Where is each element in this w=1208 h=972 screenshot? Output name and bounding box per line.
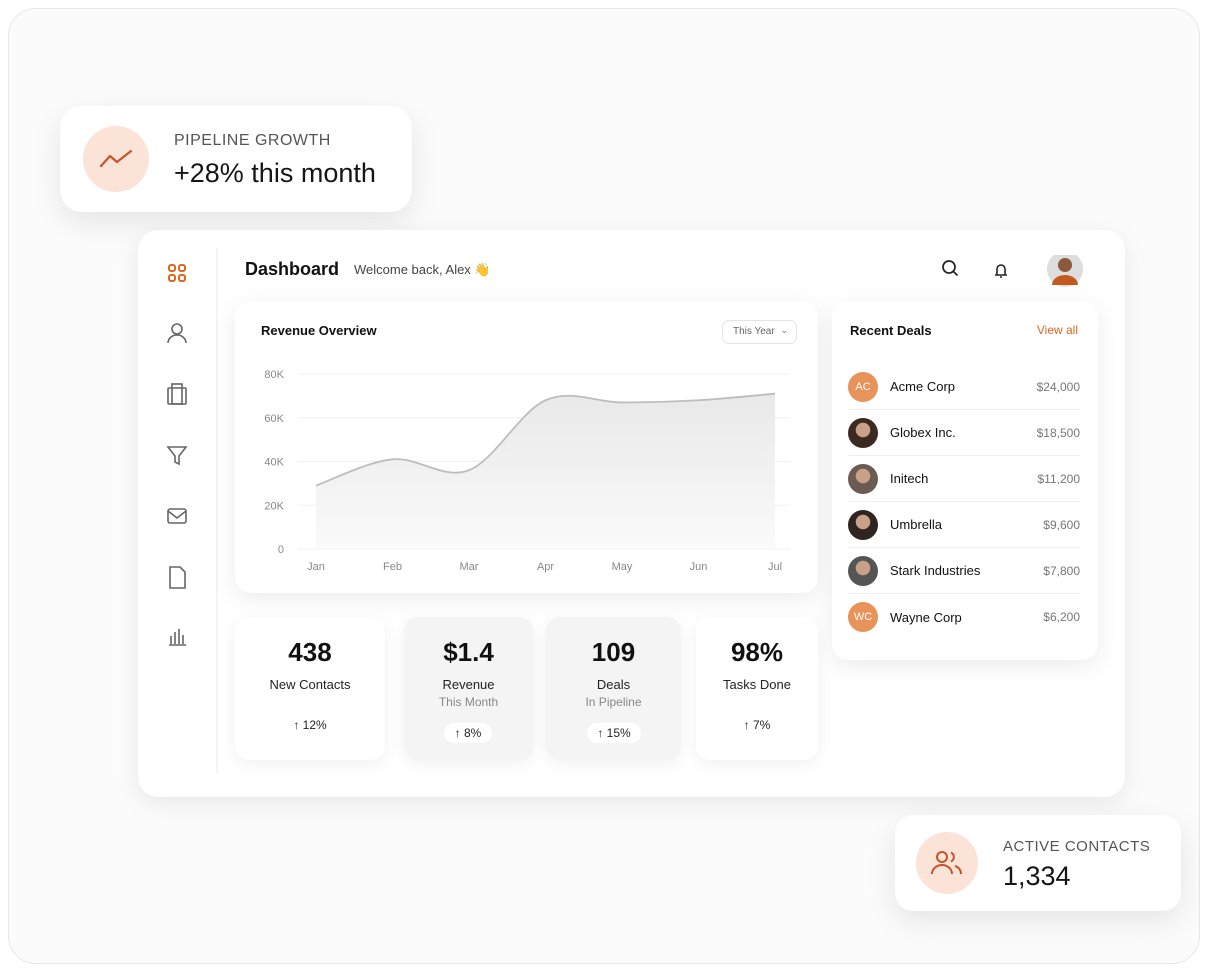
- deal-photo: [848, 463, 878, 494]
- stat-card: $1.4 Revenue This Month ↑ 8%: [404, 617, 533, 760]
- change-text: 15%: [606, 726, 631, 740]
- deal-photo: [848, 509, 878, 540]
- chart-title: Revenue Overview: [261, 323, 377, 338]
- deal-photo: [848, 555, 878, 586]
- deal-amount: $6,200: [1043, 610, 1080, 624]
- deal-photo: [848, 417, 878, 448]
- stat-change: ↑ 7%: [743, 718, 771, 732]
- nav-pipeline[interactable]: [166, 446, 188, 466]
- nav-reports[interactable]: [169, 629, 186, 646]
- y-tick-label: 60K: [264, 413, 284, 425]
- deal-amount: $7,800: [1043, 563, 1080, 578]
- change-text: 8%: [464, 726, 482, 740]
- nav-dashboard[interactable]: [168, 264, 186, 282]
- recent-deals: Recent Deals View all AC Acme Corp $24,000…: [832, 301, 1098, 660]
- deal-amount: $18,500: [1036, 425, 1080, 440]
- stat-card: 109 Deals In Pipeline ↑ 15%: [546, 617, 681, 760]
- x-tick-label: Jan: [307, 561, 325, 573]
- stat-value: 98%: [730, 637, 784, 667]
- bell-icon[interactable]: [995, 264, 1007, 278]
- deal-row[interactable]: Umbrella $9,600: [848, 502, 1080, 548]
- deal-name: Wayne Corp: [890, 609, 962, 625]
- deal-name: Stark Industries: [890, 563, 981, 578]
- revenue-chart: 0 20K 40K 60K 80K Jan Feb Mar Apr May Jun Jul: [264, 369, 790, 573]
- deal-name: Globex Inc.: [890, 425, 956, 440]
- deal-row[interactable]: Initech $11,200: [848, 456, 1080, 502]
- x-tick-label: Mar: [460, 561, 479, 573]
- stat-card: 98% Tasks Done ↑ 7%: [696, 617, 818, 760]
- trend-icon: [83, 126, 149, 192]
- x-tick-label: May: [612, 561, 633, 573]
- deal-amount: $11,200: [1037, 471, 1081, 486]
- y-tick-label: 40K: [264, 457, 284, 469]
- avatar[interactable]: [1047, 255, 1083, 287]
- deal-row[interactable]: AC Acme Corp $24,000: [848, 364, 1080, 410]
- stat-label: Tasks Done: [723, 677, 791, 692]
- nav-companies[interactable]: [167, 383, 187, 405]
- pipeline-label: PIPELINE GROWTH: [174, 132, 331, 149]
- change-text: 7%: [753, 718, 771, 732]
- contacts-icon: [916, 832, 978, 894]
- x-tick-label: Jun: [690, 561, 708, 573]
- welcome: Welcome back, Alex 👋: [354, 262, 491, 277]
- deal-name: Initech: [890, 471, 929, 486]
- contacts-svg: [931, 851, 962, 875]
- nav-docs[interactable]: [169, 566, 186, 589]
- stat-sublabel: In Pipeline: [585, 695, 642, 709]
- stat-card: 438 New Contacts ↑ 12%: [235, 617, 385, 760]
- x-tick-label: Apr: [537, 561, 554, 573]
- pipeline-card: PIPELINE GROWTH +28% this month: [60, 106, 412, 212]
- y-tick-label: 20K: [264, 500, 284, 512]
- deal-name: Umbrella: [890, 517, 943, 532]
- revenue-card: Revenue Overview This Year ⌄ 0 20K 40K 60K 80…: [235, 301, 818, 593]
- stat-label: Deals: [596, 677, 631, 692]
- deal-initials: WC: [848, 602, 878, 632]
- deal-amount: $9,600: [1043, 517, 1080, 532]
- header-title: Dashboard: [245, 259, 340, 279]
- stat-label: New Contacts: [269, 677, 351, 692]
- nav-mail[interactable]: [167, 508, 187, 524]
- sidebar: [166, 248, 218, 773]
- search-icon[interactable]: [942, 260, 959, 277]
- y-tick-label: 80K: [264, 369, 284, 381]
- deal-name: Acme Corp: [890, 379, 956, 394]
- x-tick-label: Jul: [768, 561, 782, 573]
- header-icons: [942, 255, 1083, 287]
- contacts-value: 1,334: [1003, 861, 1071, 891]
- deal-amount: $24,000: [1036, 379, 1080, 394]
- stat-sublabel: This Month: [438, 695, 499, 709]
- stat-change: ↑ 15%: [587, 723, 641, 743]
- stat-value: $1.4: [443, 637, 494, 667]
- deal-row[interactable]: WC Wayne Corp $6,200: [848, 594, 1080, 640]
- view-all[interactable]: View all: [1036, 323, 1078, 337]
- area-fill: [316, 393, 775, 549]
- trend-svg: [99, 149, 133, 168]
- nav-contacts[interactable]: [167, 323, 187, 344]
- stat-label: Revenue: [442, 677, 495, 692]
- x-tick-label: Feb: [383, 561, 402, 573]
- pipeline-value: +28% this month: [174, 158, 376, 188]
- active-contacts-card: ACTIVE CONTACTS 1,334: [895, 815, 1181, 911]
- stat-change: ↑ 12%: [293, 718, 327, 732]
- period-filter[interactable]: This Year ⌄: [722, 320, 797, 344]
- deal-row[interactable]: Globex Inc. $18,500: [848, 410, 1080, 456]
- deal-row[interactable]: Stark Industries $7,800: [848, 548, 1080, 594]
- y-tick-label: 0: [278, 544, 284, 556]
- contacts-label: ACTIVE CONTACTS: [1003, 838, 1151, 855]
- stat-value: 109: [591, 637, 636, 667]
- stat-value: 438: [288, 637, 332, 667]
- dashboard: Dashboard Welcome back, Alex 👋 Revenue O…: [138, 230, 1125, 797]
- area-line: [315, 392, 776, 487]
- change-text: 12%: [302, 718, 327, 732]
- deals-title: Recent Deals: [850, 323, 932, 338]
- stat-change: ↑ 8%: [444, 723, 492, 743]
- deal-initials: AC: [848, 371, 878, 402]
- period-text: This Year: [733, 326, 775, 337]
